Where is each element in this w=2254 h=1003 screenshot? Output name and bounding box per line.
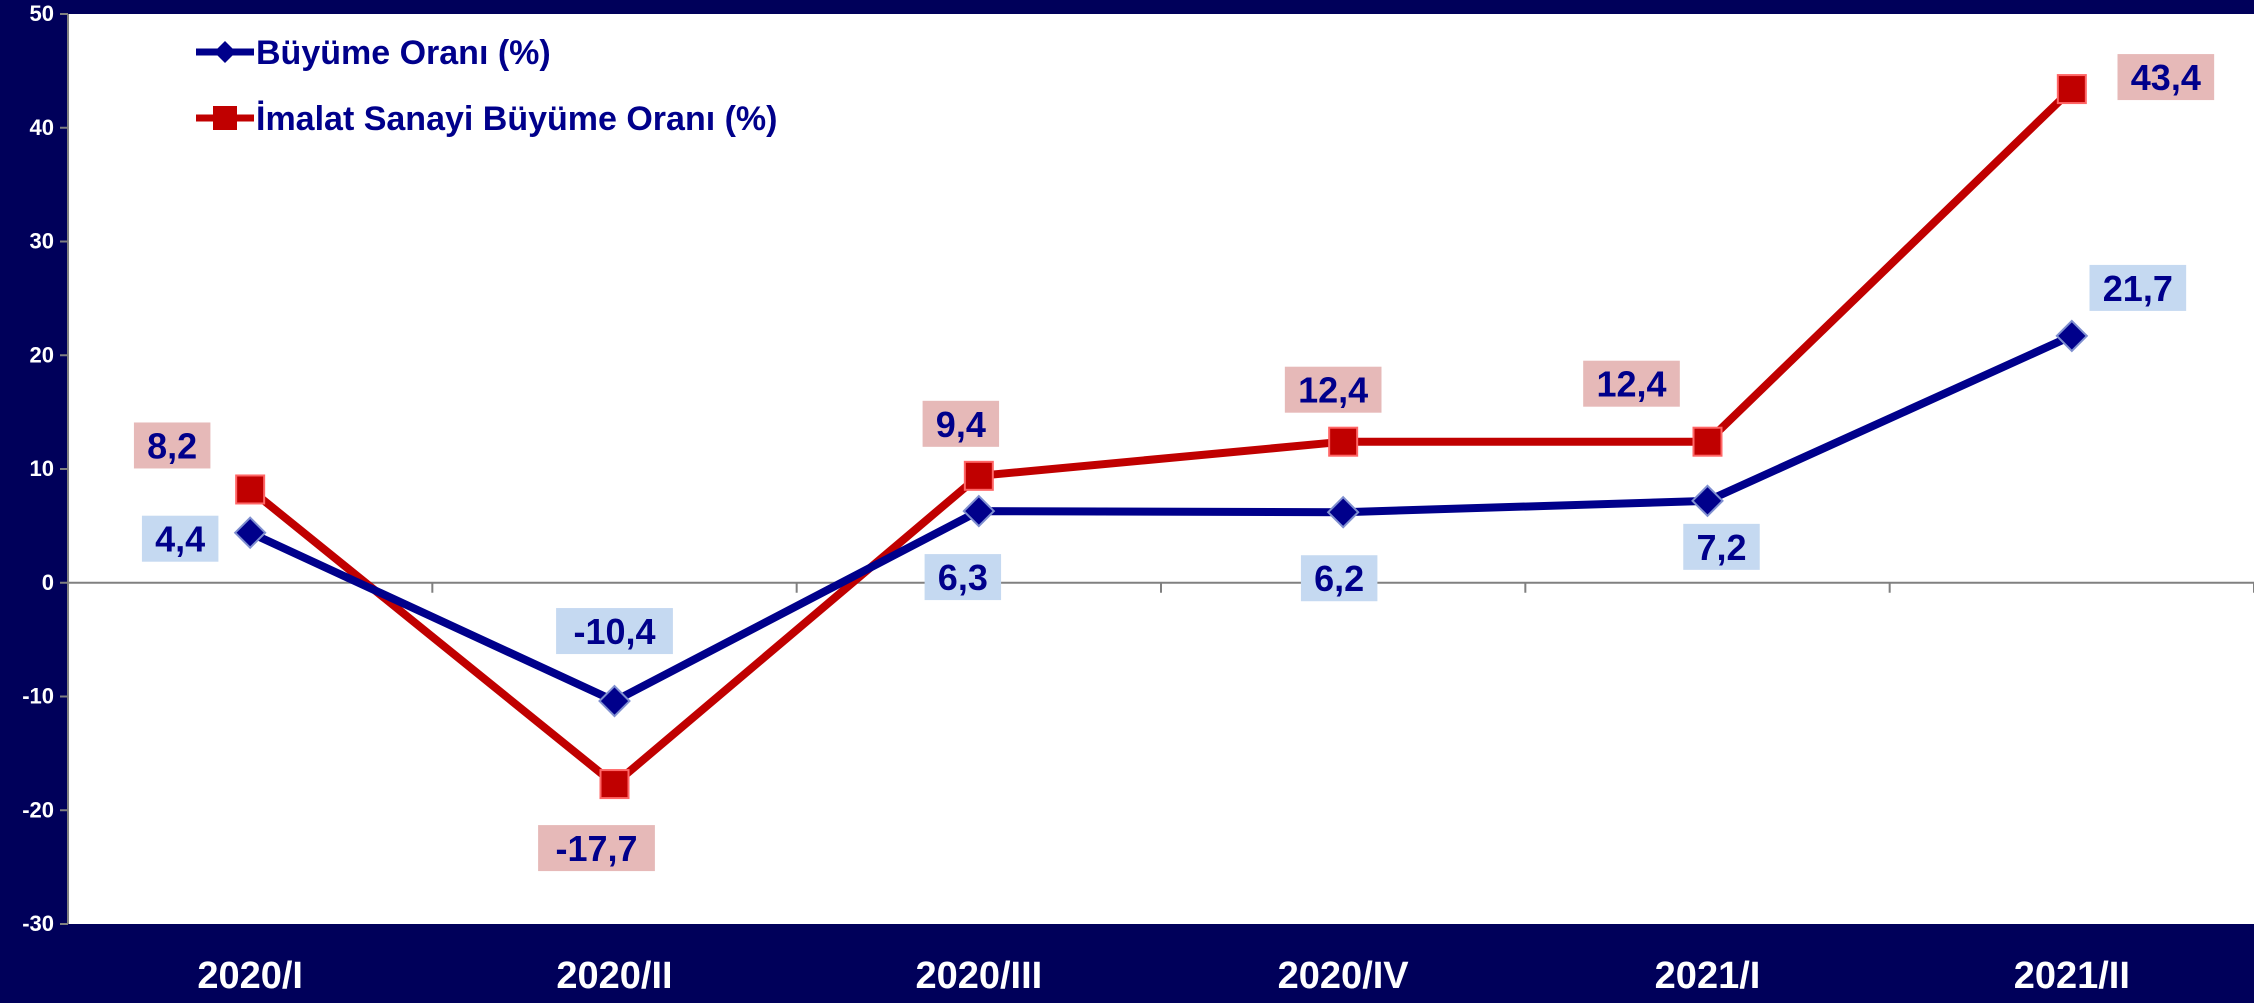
legend-label: İmalat Sanayi Büyüme Oranı (%) (256, 100, 778, 138)
data-label: 6,3 (938, 557, 988, 598)
y-tick-label: 30 (30, 229, 54, 254)
series-1-point-square (1328, 426, 1359, 457)
data-label: 21,7 (2103, 268, 2173, 309)
data-label-box (924, 554, 1002, 601)
series-1-point-square (599, 769, 630, 800)
data-label-box (922, 400, 1000, 447)
series-0-point-diamond (962, 494, 996, 528)
series-line-imalat-sanayi (247, 86, 2075, 789)
data-label-box (141, 515, 219, 562)
legend-label: Büyüme Oranı (%) (256, 34, 551, 72)
series-0-point-diamond (233, 516, 267, 550)
data-label-box (133, 422, 211, 469)
y-tick-label: 10 (30, 456, 54, 481)
data-label: -17,7 (555, 828, 637, 869)
series-1-point-square (1692, 426, 1723, 457)
data-label: 7,2 (1696, 527, 1746, 568)
data-label: 6,2 (1314, 558, 1364, 599)
data-label: -10,4 (573, 611, 655, 652)
y-tick-label: -20 (22, 797, 54, 822)
y-tick-label: 50 (30, 1, 54, 26)
y-tick-label: -30 (22, 911, 54, 936)
plot-area (68, 14, 2254, 924)
data-label-box (538, 825, 655, 872)
x-tick-label: 2020/II (556, 955, 672, 997)
data-label: 8,2 (147, 425, 197, 466)
y-tick-label: 20 (30, 342, 54, 367)
x-tick-label: 2020/IV (1278, 955, 1410, 997)
series-1-point-square (235, 474, 266, 505)
y-tick-label: 40 (30, 115, 54, 140)
data-label: 12,4 (1596, 364, 1666, 405)
data-label-box (1284, 366, 1382, 413)
series-line-buyume-orani (248, 332, 2074, 706)
data-label-box (2117, 54, 2215, 101)
series-1-point-square (963, 460, 994, 491)
data-label-box (556, 608, 673, 655)
series-0-point-diamond (2055, 319, 2089, 353)
data-label: 9,4 (936, 404, 986, 445)
x-tick-label: 2021/I (1655, 955, 1761, 997)
x-tick-label: 2021/II (2014, 955, 2130, 997)
series-0-point-diamond (1691, 484, 1724, 518)
x-tick-label: 2020/I (197, 955, 303, 997)
data-label-box (2089, 264, 2187, 311)
data-label-box (1683, 523, 1760, 570)
series-0-point-diamond (1326, 495, 1360, 529)
data-label-box (1583, 360, 1680, 407)
data-label: 12,4 (1298, 370, 1368, 411)
data-label-box (1300, 555, 1378, 602)
y-tick-label: -10 (22, 684, 54, 709)
series-1-point-square (2056, 74, 2087, 105)
x-tick-label: 2020/III (915, 955, 1042, 997)
y-tick-label: 0 (42, 570, 54, 595)
data-label: 4,4 (155, 519, 205, 560)
series-0-point-diamond (598, 684, 631, 718)
legend-square-marker (213, 106, 237, 130)
data-label: 43,4 (2131, 57, 2201, 98)
legend-diamond-marker (214, 41, 236, 63)
